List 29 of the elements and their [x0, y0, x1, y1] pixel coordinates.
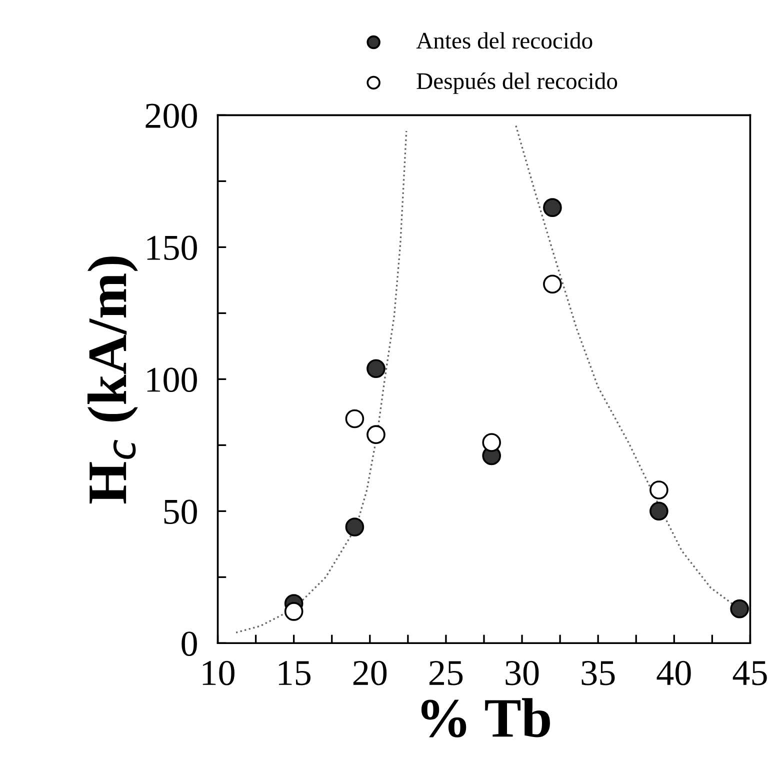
x-tick-label: 20 — [353, 660, 387, 686]
y-tick-label: 50 — [164, 500, 197, 524]
point — [730, 599, 749, 618]
point — [345, 409, 364, 428]
x-axis-title: % Tb — [421, 698, 550, 738]
point — [543, 198, 562, 217]
y-tick-label: 200 — [146, 104, 197, 128]
x-tick-label: 45 — [732, 661, 767, 686]
legend-label: Antes del recocido — [416, 32, 592, 49]
point — [284, 602, 304, 621]
x-tick-label: 30 — [506, 660, 539, 686]
x-tick-label: 15 — [278, 661, 310, 686]
y-tick-label: 0 — [182, 632, 197, 656]
line-series — [235, 130, 408, 634]
point — [366, 425, 386, 444]
x-tick-label: 25 — [429, 660, 463, 686]
y-axis-title: H$_{c}$ (kA/m) — [87, 256, 138, 504]
point — [345, 518, 364, 536]
point — [543, 274, 562, 294]
point — [650, 480, 668, 500]
x-tick-label: 10 — [202, 660, 234, 686]
x-tick-label: 35 — [582, 660, 615, 686]
y-tick-label: 150 — [147, 236, 197, 260]
point — [650, 502, 668, 521]
x-tick-label: 40 — [656, 660, 691, 686]
point — [482, 433, 502, 452]
y-tick-label: 100 — [147, 368, 197, 392]
legend-label: Después del recocido — [416, 72, 618, 94]
point — [366, 359, 386, 378]
